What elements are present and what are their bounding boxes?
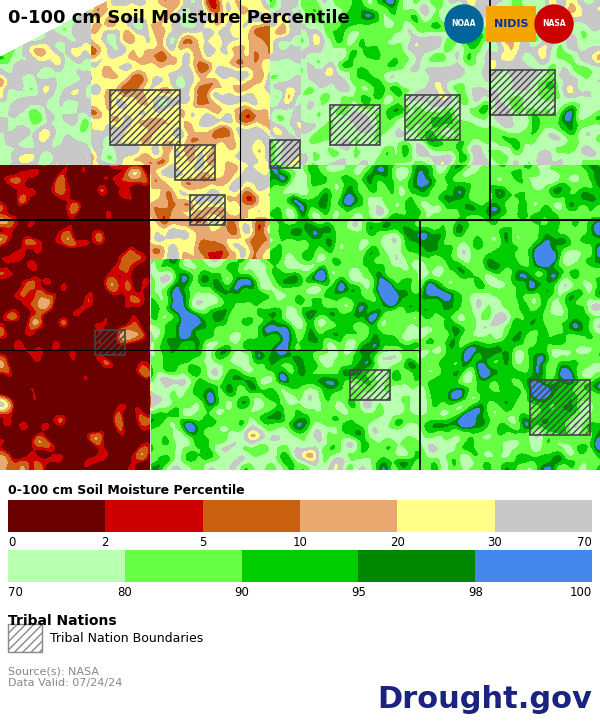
Text: Source(s): NASA: Source(s): NASA	[8, 666, 99, 676]
Text: 20: 20	[390, 536, 405, 549]
Text: 98: 98	[468, 586, 482, 599]
Bar	[270, 140, 300, 168]
Bar	[358, 550, 475, 582]
Bar	[350, 370, 390, 400]
Bar	[110, 90, 180, 145]
Text: Drought.gov: Drought.gov	[377, 685, 592, 714]
Text: 100: 100	[570, 586, 592, 599]
Bar	[490, 70, 555, 115]
Text: 90: 90	[234, 586, 249, 599]
Bar	[203, 500, 300, 532]
Text: 70: 70	[8, 586, 23, 599]
Bar	[8, 624, 42, 652]
Bar	[494, 500, 592, 532]
Bar	[106, 500, 203, 532]
Bar	[475, 550, 592, 582]
Bar	[190, 195, 225, 225]
Bar	[486, 6, 536, 42]
Bar	[405, 95, 460, 140]
Bar	[300, 500, 397, 532]
Text: Tribal Nation Boundaries: Tribal Nation Boundaries	[50, 631, 203, 644]
Bar	[125, 550, 242, 582]
Text: 0-100 cm Soil Moisture Percentile: 0-100 cm Soil Moisture Percentile	[8, 9, 350, 27]
Text: 95: 95	[351, 586, 366, 599]
Bar	[330, 105, 380, 145]
Circle shape	[535, 5, 573, 43]
Circle shape	[445, 5, 483, 43]
Text: 0: 0	[8, 536, 16, 549]
Text: Data Valid: 07/24/24: Data Valid: 07/24/24	[8, 678, 122, 688]
Bar	[242, 550, 358, 582]
Text: 2: 2	[101, 536, 109, 549]
Text: NOAA: NOAA	[452, 20, 476, 28]
Bar	[8, 500, 106, 532]
Text: Tribal Nations: Tribal Nations	[8, 614, 116, 628]
Bar	[530, 380, 590, 435]
Text: 10: 10	[293, 536, 307, 549]
Bar	[95, 330, 125, 355]
Bar	[8, 550, 125, 582]
Text: NASA: NASA	[542, 20, 566, 28]
Text: NIDIS: NIDIS	[494, 19, 528, 29]
Bar	[397, 500, 494, 532]
Text: 30: 30	[487, 536, 502, 549]
Bar	[175, 145, 215, 180]
Text: 5: 5	[199, 536, 206, 549]
Text: 80: 80	[118, 586, 132, 599]
Text: 70: 70	[577, 536, 592, 549]
Text: 0-100 cm Soil Moisture Percentile: 0-100 cm Soil Moisture Percentile	[8, 484, 245, 497]
